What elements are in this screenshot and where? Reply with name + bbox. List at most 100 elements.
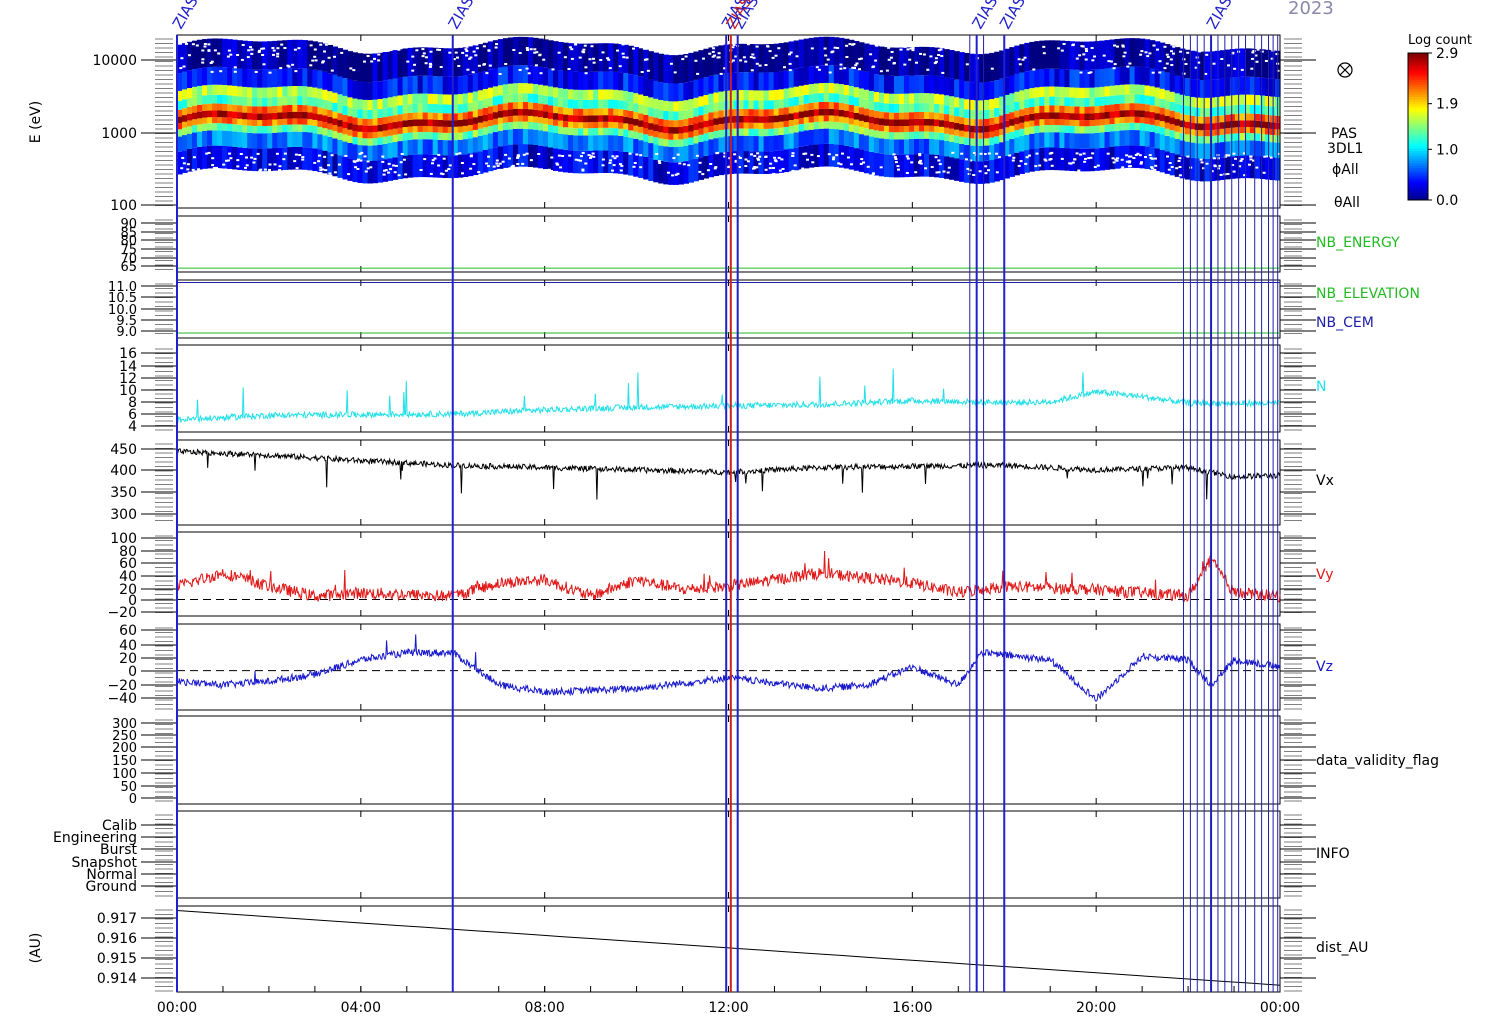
spectrogram-cell [467, 118, 474, 125]
spectrogram-cell [1134, 84, 1141, 95]
spectrogram-gap [802, 152, 806, 155]
spectrogram-gap [1168, 162, 1172, 164]
y-tick-label: 300 [112, 717, 137, 732]
spectrogram-gap [1000, 48, 1004, 51]
spectrogram-cell [332, 118, 339, 126]
spectrogram-cell [708, 93, 715, 104]
spectrogram-cell [873, 74, 880, 92]
spectrogram-cell [182, 89, 188, 100]
spectrogram-gap [672, 157, 676, 160]
spectrogram-gap [1212, 47, 1215, 50]
spectrogram-gap [439, 66, 443, 68]
spectrogram-cell [412, 132, 419, 140]
spectrogram-gap [889, 56, 893, 59]
spectrogram-cell [1144, 117, 1151, 124]
spectrogram-cell [803, 38, 810, 67]
spectrogram-cell [573, 43, 579, 72]
spectrogram-cell [964, 53, 970, 82]
spectrogram-cell [192, 125, 198, 133]
spectrogram-cell [1014, 130, 1020, 138]
spectrogram-cell [653, 117, 659, 125]
spectrogram-gap [570, 57, 574, 60]
spectrogram-gap [1182, 72, 1186, 75]
y-tick-label: 4 [128, 419, 137, 435]
spectrogram-cell [778, 134, 785, 151]
spectrogram-cell [793, 112, 800, 120]
spectrogram-cell [242, 119, 248, 126]
spectrogram-cell [1244, 48, 1251, 77]
spectrogram-cell [1189, 115, 1196, 123]
spectrogram-cell [823, 101, 830, 109]
spectrogram-cell [984, 82, 990, 100]
spectrogram-cell [1244, 94, 1251, 105]
spectrogram-gap [512, 49, 516, 51]
spectrogram-gap [444, 169, 448, 172]
spectrogram-gap [1079, 153, 1083, 156]
spectrogram-gap [858, 58, 862, 61]
spectrogram-gap [1113, 63, 1117, 66]
spectrogram-cell [883, 154, 890, 177]
spectrogram-cell [1234, 120, 1241, 128]
spectrogram-cell [873, 130, 880, 138]
spectrogram-cell [212, 123, 218, 131]
spectrogram-gap [439, 172, 443, 175]
spectrogram-cell [377, 144, 384, 160]
spectrogram-cell [187, 120, 193, 127]
spectrogram-gap [1226, 173, 1230, 175]
spectrogram-gap [588, 58, 592, 61]
spectrogram-gap [483, 63, 486, 66]
spectrogram-cell [1124, 66, 1131, 85]
spectrogram-cell [628, 110, 634, 118]
spectrogram-cell [207, 38, 213, 67]
spectrogram-cell [783, 120, 790, 127]
colorbar-cell [1408, 109, 1428, 113]
spectrogram-cell [733, 72, 740, 91]
spectrogram-cell [232, 146, 238, 170]
spectrogram-gap [411, 69, 415, 72]
time-axis: 00:00 04:00 08:00 12:00 16:00 20:00 00:00 [157, 986, 1300, 1016]
spectrogram-cell [537, 38, 544, 67]
spectrogram-cell [382, 108, 389, 118]
spectrogram-cell [1134, 116, 1141, 123]
spectrogram-gap [429, 50, 433, 53]
spectrogram-cell [833, 102, 840, 110]
spectrogram-cell [843, 84, 850, 96]
spectrogram-cell [1204, 79, 1211, 98]
spectrogram-gap [1199, 158, 1203, 161]
spectrogram-gap [309, 44, 313, 47]
spectrogram-cell [317, 134, 323, 150]
spectrogram-cell [618, 109, 624, 116]
spectrogram-gap [501, 160, 505, 163]
y-tick-label: Normal [86, 867, 137, 883]
spectrogram-cell [673, 111, 679, 121]
spectrogram-cell [402, 133, 409, 141]
spectrogram-gap [261, 54, 265, 56]
colorbar-cell [1408, 158, 1428, 162]
spectrogram-gap [295, 167, 299, 170]
spectrogram-cell [678, 161, 684, 185]
spectrogram-gap [713, 54, 716, 57]
spectrogram-cell [477, 72, 484, 91]
spectrogram-cell [623, 116, 629, 124]
spectrogram-cell [1114, 104, 1121, 111]
spectrogram-cell [1014, 73, 1020, 92]
spectrogram-cell [888, 126, 895, 133]
spectrogram-cell [673, 133, 679, 140]
spectrogram-cell [1044, 118, 1050, 125]
spectrogram-cell [558, 133, 564, 150]
spectrogram-cell [1054, 40, 1060, 69]
spectrogram-gap [892, 153, 896, 156]
spectrogram-cell [1179, 94, 1186, 105]
spectrogram-cell [1234, 133, 1241, 141]
spectrogram-cell [512, 108, 519, 116]
spectrogram-cell [1259, 49, 1266, 78]
spectrogram-gap [475, 43, 479, 46]
spectrogram-cell [342, 141, 349, 157]
spectrogram-gap [817, 169, 821, 172]
spectrogram-cell [192, 69, 198, 87]
spectrogram-gap [428, 62, 432, 65]
spectrogram-cell [467, 131, 474, 139]
spectrogram-cell [868, 44, 875, 74]
